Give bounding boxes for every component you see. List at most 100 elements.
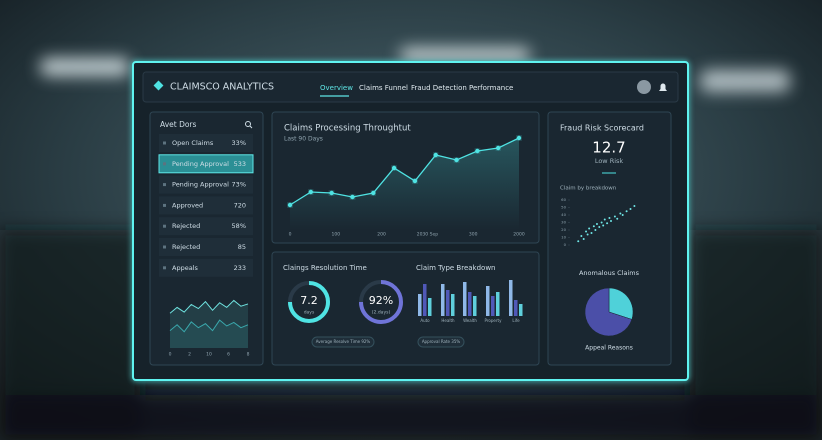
sidebar-title: Avet Dors [160,120,197,129]
bar [446,290,450,316]
bar [441,284,445,316]
row-value: 533 [234,160,246,168]
pill-label: Approval Rate 35% [422,339,461,344]
x-tick-label: 0 [169,352,172,358]
x-tick-label: Auto [420,318,430,323]
card-title: Fraud Risk Scorecard [560,124,644,133]
row-label: Pending Approval [172,181,229,189]
gauge-value: 7.2 [300,294,318,307]
list-row[interactable] [159,258,253,277]
chart-title: Claims Processing Throughtut [284,124,411,134]
scatter-point [629,208,632,210]
scatter-point [602,224,605,227]
pie-slice [584,287,633,337]
scatter-point [603,218,606,221]
row-label: Rejected [172,222,200,230]
scatter-point [592,225,595,228]
bar [486,286,490,316]
y-tick-label: 10 [561,235,566,240]
scatter-point [595,223,598,225]
mini-line [169,319,249,333]
search[interactable] [245,121,253,129]
card-title: Claings Resolution Time [283,264,367,272]
scatter-point [633,205,636,207]
scatter-point [625,210,628,213]
y-tick-label: 40 [561,212,566,217]
point [287,202,293,208]
scatter-point [594,229,597,231]
point [516,135,522,141]
bar [491,296,495,316]
list-row[interactable] [158,154,254,174]
nav-item[interactable]: Performance [469,84,513,92]
row-value: 85 [238,243,246,251]
bar [451,294,455,316]
point [329,190,334,196]
y-tick-label: 20 [561,227,566,232]
line [289,137,520,206]
bar [519,304,523,316]
point [371,190,376,196]
point [391,165,397,171]
gauge-unit: days [304,310,315,316]
nav-item[interactable]: Overview [320,84,353,92]
pill [311,336,375,348]
row-label: Pending Approval [172,160,229,168]
row-icon [163,183,166,187]
row-label: Rejected [172,243,200,251]
scatter-point [608,217,611,219]
area [290,138,519,230]
row-value: 58% [232,222,246,230]
point [350,194,355,200]
scatter-point [590,232,593,234]
nav-item[interactable]: Fraud Detection [411,84,467,92]
x-tick-label: Wealth [463,318,477,323]
bar [418,294,422,316]
scatter-point [582,238,585,240]
row-value: 233 [234,264,246,272]
point [475,148,480,154]
pill [417,336,465,348]
row-value: 720 [234,201,246,209]
scatter-point [616,217,619,220]
scatter-title: Claim by breakdown [560,186,617,192]
scatter-point [606,222,609,225]
blurred-office [0,48,822,440]
bar [496,292,500,316]
pie-slice [608,287,634,320]
pie-caption: Appeal Reasons [585,345,633,352]
bar [423,284,427,316]
list-row[interactable] [159,175,253,194]
row-label: Approved [172,201,203,209]
row-icon [163,245,166,249]
x-tick-label: 10 [206,352,212,358]
bar [473,296,477,316]
scatter-point [577,240,580,243]
notifications[interactable] [659,83,667,92]
header-bar [142,71,679,103]
nav-item[interactable]: Claims Funnel [359,84,408,92]
list-row[interactable] [159,238,253,256]
brand-logo [153,80,164,91]
x-tick-label: 100 [332,232,341,238]
x-tick-label: 2030 Sep [417,232,439,238]
x-tick-label: Property [485,318,503,323]
y-tick-label: 0 [564,242,567,247]
list-row[interactable] [159,134,253,152]
bar [428,298,432,316]
list-row[interactable] [159,217,253,236]
row-label: Open Claims [172,139,214,147]
risk-score: 12.7 [592,139,625,157]
fraud-card [547,111,672,366]
pie-title: Anomalous Claims [579,269,640,277]
list-row[interactable] [159,196,253,215]
scatter-point [598,226,601,228]
scatter-point [613,215,616,218]
scatter-point [621,214,624,216]
avatar[interactable] [637,80,651,94]
point [308,189,314,195]
x-tick-label: Health [441,318,455,323]
scatter-point [588,227,591,230]
